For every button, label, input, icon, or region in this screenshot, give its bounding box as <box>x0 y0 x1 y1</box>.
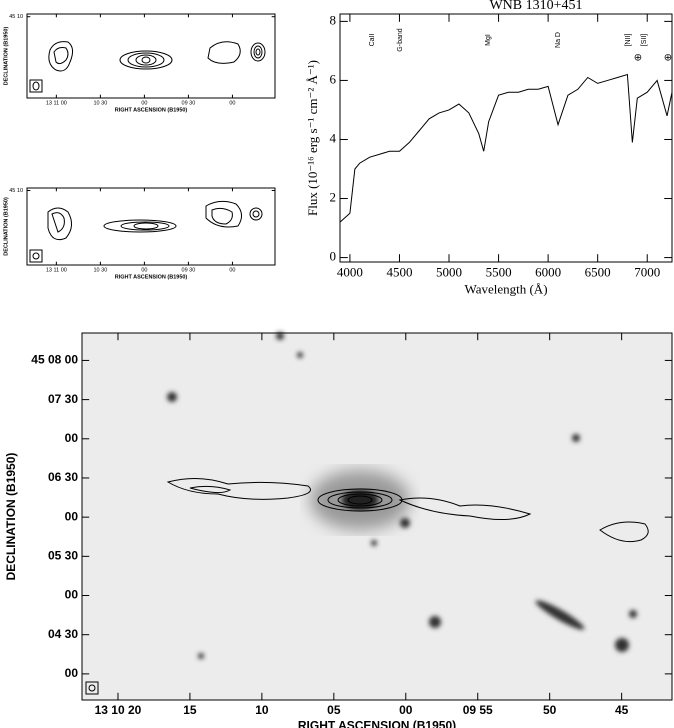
y-tick-label: 2 <box>330 190 337 205</box>
x-tick-label: 10 30 <box>93 100 107 106</box>
x-tick-label: 05 <box>327 703 341 717</box>
y-axis-label: DECLINATION (B1950) <box>3 27 9 86</box>
line-annotation: MgI <box>485 34 492 46</box>
y-tick-label: 45 08 00 <box>31 353 78 367</box>
y-tick-label: 6 <box>330 71 337 86</box>
x-tick-label: 13 10 20 <box>95 703 142 717</box>
x-tick-label: 09 30 <box>182 267 196 273</box>
y-tick-label: 00 <box>65 588 79 602</box>
line-annotation: ⊕ <box>634 53 642 64</box>
spectrum-line <box>339 73 673 223</box>
x-axis-label: RIGHT ASCENSION (B1950) <box>298 719 456 728</box>
x-tick-label: 50 <box>543 703 557 717</box>
x-tick-label: 6000 <box>535 265 561 280</box>
y-tick-label: 04 30 <box>48 627 78 641</box>
y-tick-label: 05 30 <box>48 549 78 563</box>
x-tick-label: 45 <box>615 703 629 717</box>
x-tick-label: 5500 <box>486 265 512 280</box>
y-tick-label: 4 <box>330 130 337 145</box>
line-annotation: Na D <box>555 32 562 48</box>
x-tick-label: 13 11 00 <box>46 267 67 273</box>
y-tick-label: 45 10 <box>9 188 23 194</box>
x-tick-label: 09 55 <box>463 703 493 717</box>
x-tick-label: 00 <box>229 100 235 106</box>
y-axis-label: Flux (10⁻¹⁶ erg s⁻¹ cm⁻² Å⁻¹) <box>305 60 320 216</box>
y-tick-label: 00 <box>65 666 79 680</box>
y-axis-label: DECLINATION (B1950) <box>3 197 9 256</box>
y-tick-label: 07 30 <box>48 392 78 406</box>
x-tick-label: 00 <box>229 267 235 273</box>
x-tick-label: 7000 <box>634 265 660 280</box>
radio-contours-2 <box>29 200 263 263</box>
x-tick-label: 5000 <box>436 265 462 280</box>
plot-frame <box>81 332 673 701</box>
x-axis-label: Wavelength (Å) <box>464 282 547 297</box>
x-tick-label: 10 30 <box>93 267 107 273</box>
x-tick-label: 00 <box>141 100 147 106</box>
radio-contours-1 <box>29 41 266 93</box>
y-tick-label: 00 <box>65 431 79 445</box>
y-tick-label: 00 <box>65 509 79 523</box>
x-tick-label: 6500 <box>585 265 611 280</box>
line-annotation: G-band <box>397 28 404 51</box>
x-axis-label: RIGHT ASCENSION (B1950) <box>115 275 188 281</box>
radio-contours-3 <box>166 478 649 543</box>
plot-frame <box>26 187 276 266</box>
x-tick-label: 10 <box>255 703 269 717</box>
x-tick-label: 4000 <box>337 265 363 280</box>
y-axis-label: DECLINATION (B1950) <box>4 453 18 581</box>
x-tick-label: 13 11 00 <box>46 100 67 106</box>
y-tick-label: 06 30 <box>48 470 78 484</box>
x-tick-label: 09 30 <box>182 100 196 106</box>
y-tick-label: 45 10 <box>9 14 23 20</box>
line-annotation: [SII] <box>641 34 648 47</box>
line-annotation: [NII] <box>625 34 632 47</box>
x-tick-label: 15 <box>183 703 197 717</box>
optical-image <box>82 332 672 700</box>
plot-frame <box>339 13 673 263</box>
chart-title: WNB 1310+451 <box>489 0 582 13</box>
x-axis-label: RIGHT ASCENSION (B1950) <box>115 108 188 114</box>
line-annotation: ⊕ <box>664 53 672 64</box>
y-tick-label: 0 <box>330 249 337 264</box>
x-tick-label: 00 <box>141 267 147 273</box>
y-tick-label: 8 <box>330 12 337 27</box>
x-tick-label: 4500 <box>386 265 412 280</box>
line-annotation: CaII <box>369 34 376 47</box>
plot-frame <box>26 13 276 99</box>
x-tick-label: 00 <box>399 703 413 717</box>
